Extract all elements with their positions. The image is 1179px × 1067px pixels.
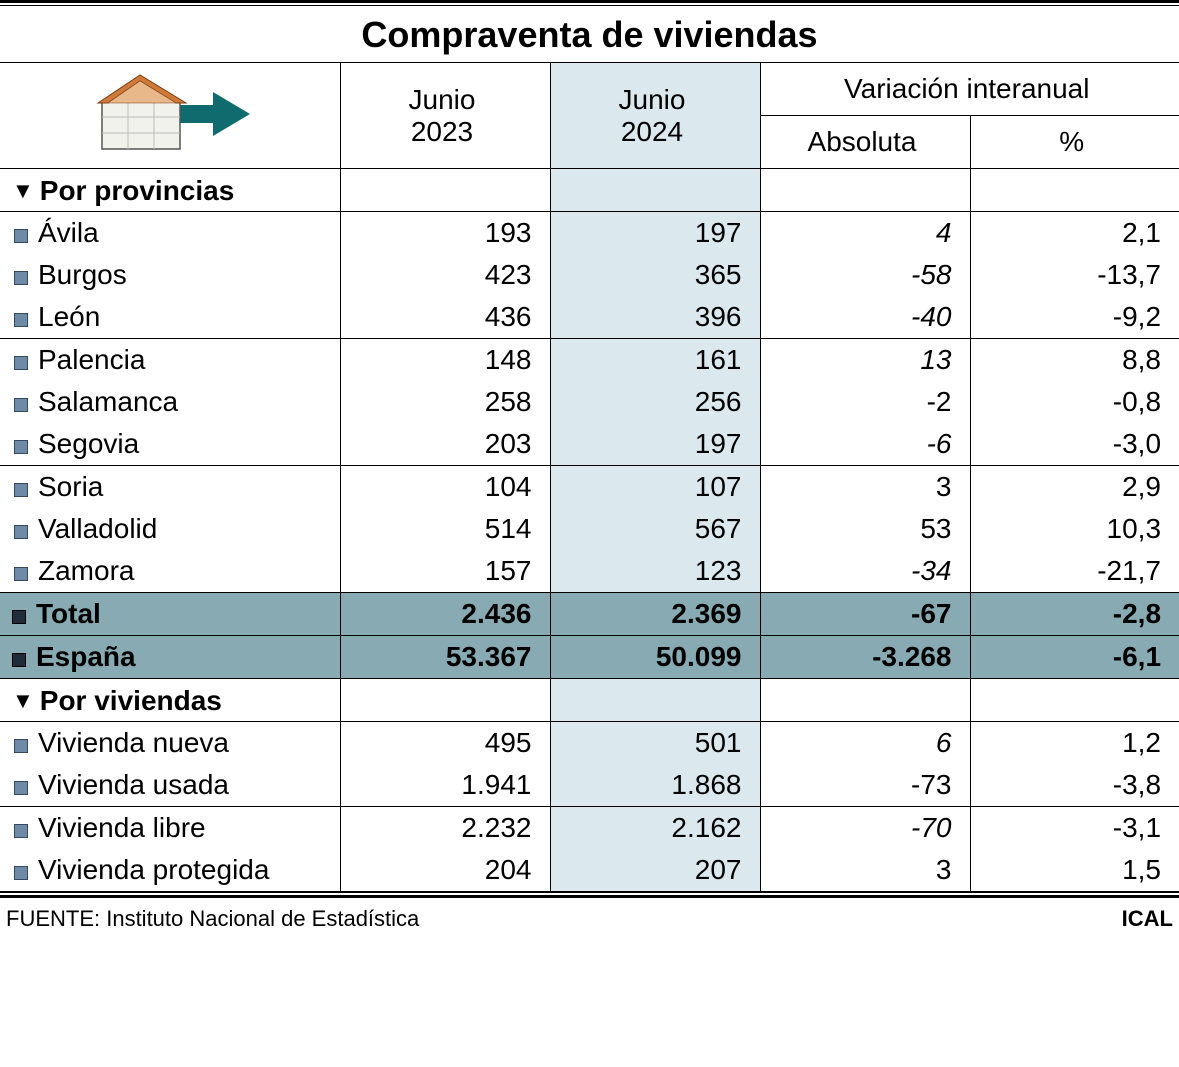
- section-header: ▼Por viviendas: [0, 679, 1179, 722]
- footer-brand: ICAL: [1122, 906, 1173, 932]
- header-2023-line2: 2023: [411, 116, 473, 147]
- table-row: Salamanca258256-2-0,8: [0, 381, 1179, 423]
- header-absoluta: Absoluta: [760, 116, 970, 169]
- table-row: Vivienda usada1.9411.868-73-3,8: [0, 764, 1179, 807]
- table-row: Vivienda libre2.2322.162-70-3,1: [0, 807, 1179, 850]
- bullet-icon: [14, 525, 28, 539]
- main-title: Compraventa de viviendas: [0, 6, 1179, 62]
- bullet-icon: [14, 356, 28, 370]
- footer-source: FUENTE: Instituto Nacional de Estadístic…: [6, 906, 419, 932]
- table-row: Zamora157123-34-21,7: [0, 550, 1179, 593]
- bullet-icon: [14, 229, 28, 243]
- table-row: Burgos423365-58-13,7: [0, 254, 1179, 296]
- bullet-icon: [14, 739, 28, 753]
- bullet-icon: [14, 271, 28, 285]
- table-row: Valladolid5145675310,3: [0, 508, 1179, 550]
- header-col-2023: Junio 2023: [340, 63, 550, 169]
- triangle-down-icon: ▼: [12, 178, 34, 204]
- bullet-icon: [14, 824, 28, 838]
- house-arrow-icon: [80, 67, 260, 157]
- data-table: Junio 2023 Junio 2024 Variación interanu…: [0, 62, 1179, 892]
- header-col-2024: Junio 2024: [550, 63, 760, 169]
- bullet-icon: [14, 567, 28, 581]
- table-row: Palencia148161138,8: [0, 339, 1179, 382]
- table-row: Soria10410732,9: [0, 466, 1179, 509]
- bullet-icon: [12, 610, 26, 624]
- header-percent: %: [970, 116, 1179, 169]
- infographic-container: Compraventa de viviendas: [0, 0, 1179, 936]
- footer: FUENTE: Instituto Nacional de Estadístic…: [0, 898, 1179, 936]
- bullet-icon: [14, 483, 28, 497]
- table-row: Segovia203197-6-3,0: [0, 423, 1179, 466]
- table-row: Vivienda protegida20420731,5: [0, 849, 1179, 892]
- bullet-icon: [14, 781, 28, 795]
- header-icon-cell: [0, 63, 340, 169]
- bullet-icon: [12, 653, 26, 667]
- bullet-icon: [14, 866, 28, 880]
- bullet-icon: [14, 313, 28, 327]
- table-row: Vivienda nueva49550161,2: [0, 722, 1179, 765]
- total-row: Total2.4362.369-67-2,8: [0, 593, 1179, 636]
- table-row: Ávila19319742,1: [0, 212, 1179, 255]
- bullet-icon: [14, 440, 28, 454]
- triangle-down-icon: ▼: [12, 688, 34, 714]
- bullet-icon: [14, 398, 28, 412]
- header-2024-line1: Junio: [619, 84, 686, 115]
- section-header: ▼Por provincias: [0, 169, 1179, 212]
- header-row-1: Junio 2023 Junio 2024 Variación interanu…: [0, 63, 1179, 116]
- total-row: España53.36750.099-3.268-6,1: [0, 636, 1179, 679]
- header-2023-line1: Junio: [409, 84, 476, 115]
- header-variation-title: Variación interanual: [760, 63, 1179, 116]
- header-2024-line2: 2024: [621, 116, 683, 147]
- table-row: León436396-40-9,2: [0, 296, 1179, 339]
